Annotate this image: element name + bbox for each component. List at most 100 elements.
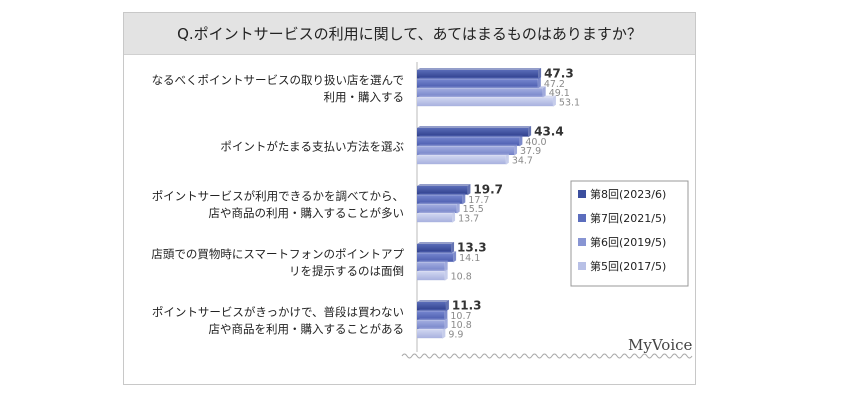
bar-depth: [417, 135, 523, 138]
category-label: ポイントがたまる支払い方法を選ぶ: [220, 139, 404, 153]
axis-break-line: [401, 353, 693, 359]
bar: [417, 213, 453, 223]
data-label: 49.1: [549, 88, 570, 99]
bar: [417, 97, 553, 107]
data-label: 34.7: [512, 155, 533, 166]
bar-side: [444, 269, 448, 281]
data-label: 10.8: [451, 320, 472, 331]
bar: [417, 311, 445, 320]
data-label: 14.1: [459, 253, 480, 264]
bar: [417, 262, 445, 271]
category-label: 店や商品を利用・購入することがある: [209, 322, 405, 336]
data-label: 15.5: [463, 204, 484, 215]
data-label: 10.8: [451, 271, 472, 282]
bar: [417, 88, 543, 97]
bar-side: [528, 126, 532, 138]
category-label: 店頭での買物時にスマートフォンのポイントアプ: [151, 247, 404, 261]
bar-side: [444, 318, 448, 330]
bar-side: [442, 327, 446, 339]
bar-side: [538, 68, 542, 80]
bar: [417, 320, 445, 329]
bar-side: [537, 77, 541, 89]
bar-depth: [417, 300, 449, 302]
bar-depth: [417, 126, 532, 128]
category-label: 店や商品の利用・購入することが多い: [209, 206, 405, 220]
category-label: ポイントサービスが利用できるかを調べてから、: [152, 189, 404, 203]
bar-depth: [417, 77, 541, 80]
bar-depth: [417, 86, 546, 89]
category-label: なるべくポイントサービスの取り扱い店を選んで: [152, 73, 404, 87]
bar: [417, 204, 457, 213]
bar: [417, 186, 468, 195]
legend: 第8回(2023/6) 第7回(2021/5) 第6回(2019/5) 第5回(201…: [570, 180, 689, 287]
bar-depth: [417, 327, 446, 330]
data-label: 13.7: [458, 213, 479, 224]
data-label: 10.7: [450, 311, 471, 322]
bar-depth: [417, 211, 456, 214]
bar-side: [451, 242, 455, 254]
bar-side: [514, 144, 518, 156]
bar-depth: [417, 184, 471, 186]
legend-label: 第7回(2021/5): [590, 211, 666, 225]
data-label: 11.3: [452, 299, 482, 313]
legend-swatch: [578, 214, 586, 222]
bar-depth: [417, 95, 556, 98]
legend-box: [570, 180, 689, 287]
bar-side: [542, 86, 546, 98]
data-label: 19.7: [473, 183, 503, 197]
bar-depth: [417, 318, 448, 321]
legend-swatch: [578, 190, 586, 198]
bar-depth: [417, 251, 457, 254]
legend-label: 第5回(2017/5): [590, 259, 666, 273]
bar-depth: [417, 193, 466, 196]
bar-side: [519, 135, 523, 147]
data-label: 9.9: [448, 329, 463, 340]
bar: [417, 70, 539, 79]
bar: [417, 271, 445, 281]
bar-side: [552, 95, 556, 107]
bar: [417, 253, 454, 262]
data-label: 43.4: [534, 125, 564, 139]
bar-depth: [417, 144, 518, 147]
bar: [417, 128, 529, 137]
data-label: 40.0: [525, 137, 546, 148]
bar-side: [462, 193, 466, 205]
bar-depth: [417, 68, 542, 70]
data-label: 47.2: [544, 79, 565, 90]
bar: [417, 244, 452, 253]
bar-depth: [417, 202, 460, 205]
bar: [417, 137, 520, 146]
bar-side: [505, 153, 509, 165]
bar-side: [456, 202, 460, 214]
data-label: 37.9: [520, 146, 541, 157]
bar-side: [444, 260, 448, 272]
legend-swatch: [578, 238, 586, 246]
bar: [417, 155, 506, 165]
data-label: 53.1: [559, 97, 580, 108]
bar-depth: [417, 242, 455, 244]
bar-side: [453, 251, 457, 263]
bar-depth: [417, 309, 448, 312]
data-label: 47.3: [544, 67, 574, 81]
category-label: 利用・購入する: [324, 90, 405, 104]
bar: [417, 79, 538, 88]
data-label: 13.3: [457, 241, 487, 255]
bar-side: [452, 211, 456, 223]
chart-title: Q.ポイントサービスの利用に関して、あてはまるものはありますか？: [124, 13, 695, 55]
bar-side: [445, 300, 449, 312]
bar: [417, 146, 515, 155]
legend-label: 第8回(2023/6): [590, 187, 666, 201]
brand-logo: MyVoice: [628, 336, 693, 354]
legend-swatch: [578, 262, 586, 270]
bar-depth: [417, 153, 509, 156]
bar: [417, 329, 443, 339]
category-label: リを提示するのは面倒: [289, 264, 404, 278]
bar-depth: [417, 260, 448, 263]
legend-label: 第6回(2019/5): [590, 235, 666, 249]
bar: [417, 195, 463, 204]
data-label: 17.7: [468, 195, 489, 206]
bar-side: [444, 309, 448, 321]
bar-side: [467, 184, 471, 196]
category-label: ポイントサービスがきっかけで、普段は買わない: [152, 305, 404, 319]
